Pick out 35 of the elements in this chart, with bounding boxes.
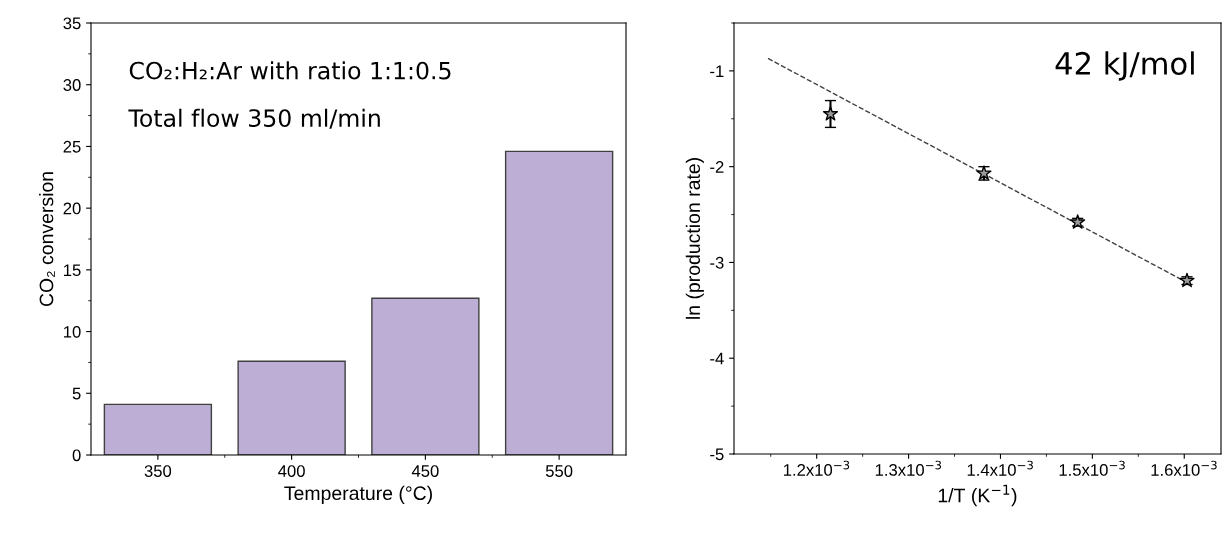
x-tick-label: 1.4x10$^{−3}$	[967, 460, 1033, 476]
bar	[237, 360, 346, 455]
y-axis-title: CO₂ conversion	[39, 172, 55, 307]
y-axis-title: ln (production rate)	[685, 158, 704, 319]
bar	[504, 150, 614, 455]
x-tick-label: 550	[545, 465, 573, 477]
y-tick-label: 35	[63, 17, 81, 30]
bar	[103, 403, 213, 455]
x-tick-label: 1.5x10$^{−3}$	[1059, 460, 1125, 476]
bar	[371, 297, 480, 455]
x-axis-title: Temperature (°C)	[284, 485, 432, 504]
point	[822, 106, 839, 121]
annotation: Total flow 350 ml/min	[128, 108, 380, 129]
y-tick-label: 30	[63, 79, 81, 91]
y-tick-label: -1	[710, 65, 724, 77]
x-tick-label: 1.6x10$^{−3}$	[1151, 460, 1217, 476]
y-tick-label: -2	[710, 161, 724, 173]
annotation: 42 kJ/mol	[1055, 51, 1194, 81]
y-tick-label: 25	[63, 140, 81, 153]
x-tick-label: 350	[144, 465, 172, 477]
point	[1179, 272, 1195, 288]
annotation: CO₂:H₂:Ar with ratio 1:1:0.5	[129, 61, 451, 80]
x-tick-label: 450	[411, 465, 439, 477]
x-tick-label: 1.3x10$^{−3}$	[875, 460, 942, 476]
y-tick-label: 15	[64, 264, 81, 277]
y-tick-label: 10	[64, 325, 81, 338]
y-tick-label: -3	[710, 256, 724, 269]
x-tick-label: 1.2x10$^{−3}$	[783, 460, 850, 476]
y-tick-label: 20	[63, 202, 81, 215]
y-tick-label: -5	[710, 448, 724, 461]
y-tick-label: 5	[72, 387, 81, 400]
x-tick-label: 400	[278, 465, 305, 477]
y-tick-label: 0	[72, 449, 81, 462]
x-axis-title: 1/T (K$^{−1}$)	[938, 484, 1017, 507]
y-tick-label: -4	[710, 352, 724, 365]
